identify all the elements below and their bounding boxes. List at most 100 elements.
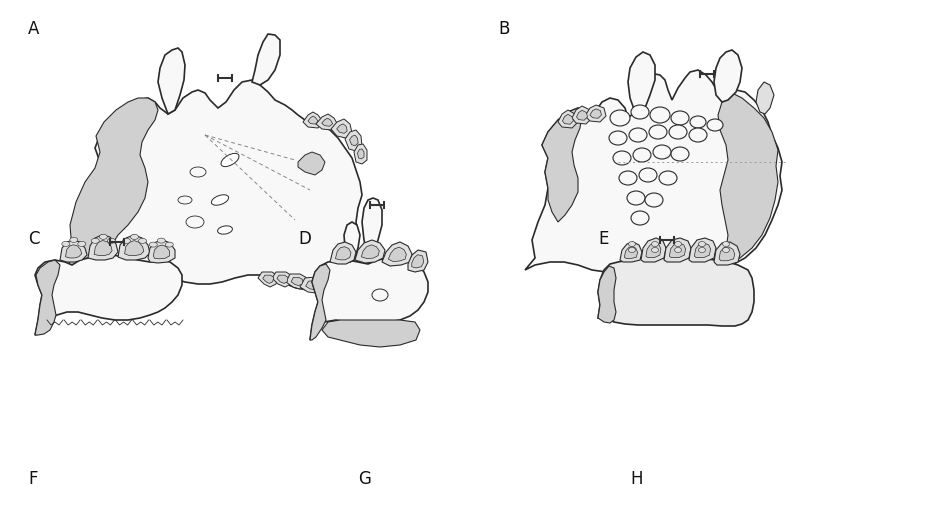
Polygon shape xyxy=(668,243,685,258)
Polygon shape xyxy=(713,50,742,102)
Polygon shape xyxy=(541,108,581,222)
Ellipse shape xyxy=(722,248,729,252)
Ellipse shape xyxy=(698,248,705,252)
Polygon shape xyxy=(153,245,170,259)
Polygon shape xyxy=(562,114,573,124)
Polygon shape xyxy=(158,48,184,114)
Polygon shape xyxy=(65,80,362,290)
Polygon shape xyxy=(576,110,587,120)
Text: F: F xyxy=(28,470,37,488)
Ellipse shape xyxy=(706,119,722,131)
Polygon shape xyxy=(310,264,330,340)
Polygon shape xyxy=(713,242,739,265)
Polygon shape xyxy=(355,240,385,263)
Ellipse shape xyxy=(674,248,680,252)
Ellipse shape xyxy=(651,242,658,246)
Ellipse shape xyxy=(632,148,651,162)
Ellipse shape xyxy=(178,196,192,204)
Polygon shape xyxy=(272,272,292,287)
Ellipse shape xyxy=(688,128,706,142)
Polygon shape xyxy=(645,243,660,258)
Ellipse shape xyxy=(211,195,228,205)
Ellipse shape xyxy=(651,248,658,252)
Polygon shape xyxy=(262,275,273,284)
Ellipse shape xyxy=(618,171,636,185)
Ellipse shape xyxy=(629,128,646,142)
Polygon shape xyxy=(597,266,616,323)
Polygon shape xyxy=(316,114,337,130)
Polygon shape xyxy=(345,130,362,151)
Ellipse shape xyxy=(722,242,729,246)
Polygon shape xyxy=(60,240,87,262)
Text: D: D xyxy=(298,230,311,248)
Ellipse shape xyxy=(644,193,662,207)
Ellipse shape xyxy=(190,167,206,177)
Polygon shape xyxy=(557,110,578,128)
Polygon shape xyxy=(335,280,346,289)
Polygon shape xyxy=(756,82,773,114)
Polygon shape xyxy=(276,275,287,284)
Polygon shape xyxy=(597,258,753,326)
Polygon shape xyxy=(94,241,112,255)
Polygon shape xyxy=(35,255,182,335)
Polygon shape xyxy=(303,112,323,128)
Polygon shape xyxy=(337,124,347,134)
Ellipse shape xyxy=(613,151,630,165)
Ellipse shape xyxy=(149,242,158,247)
Ellipse shape xyxy=(630,105,648,119)
Ellipse shape xyxy=(122,238,131,243)
Text: E: E xyxy=(597,230,608,248)
Ellipse shape xyxy=(78,241,85,246)
Polygon shape xyxy=(664,238,691,262)
Ellipse shape xyxy=(648,125,667,139)
Polygon shape xyxy=(718,247,734,261)
Ellipse shape xyxy=(158,238,165,243)
Polygon shape xyxy=(641,238,666,262)
Text: A: A xyxy=(28,20,39,38)
Polygon shape xyxy=(330,242,356,264)
Polygon shape xyxy=(693,243,710,258)
Polygon shape xyxy=(258,272,278,287)
Polygon shape xyxy=(584,105,605,122)
Ellipse shape xyxy=(639,168,656,182)
Polygon shape xyxy=(624,246,637,259)
Polygon shape xyxy=(308,116,318,124)
Ellipse shape xyxy=(658,171,677,185)
Ellipse shape xyxy=(91,238,99,243)
Polygon shape xyxy=(361,245,379,259)
Ellipse shape xyxy=(674,242,680,246)
Polygon shape xyxy=(408,250,427,272)
Ellipse shape xyxy=(627,191,644,205)
Polygon shape xyxy=(118,235,150,260)
Polygon shape xyxy=(344,222,360,262)
Ellipse shape xyxy=(70,237,78,242)
Polygon shape xyxy=(699,92,777,270)
Polygon shape xyxy=(362,198,382,258)
Ellipse shape xyxy=(165,242,173,247)
Ellipse shape xyxy=(138,238,146,243)
Ellipse shape xyxy=(608,131,627,145)
Polygon shape xyxy=(525,70,781,272)
Polygon shape xyxy=(357,149,363,159)
Polygon shape xyxy=(331,119,351,138)
Ellipse shape xyxy=(609,110,629,126)
Polygon shape xyxy=(335,246,350,260)
Polygon shape xyxy=(310,258,427,340)
Ellipse shape xyxy=(670,147,688,161)
Polygon shape xyxy=(35,260,60,335)
Polygon shape xyxy=(330,276,349,293)
Polygon shape xyxy=(353,144,366,164)
Ellipse shape xyxy=(221,153,239,166)
Polygon shape xyxy=(619,242,641,262)
Ellipse shape xyxy=(628,248,635,252)
Ellipse shape xyxy=(653,145,670,159)
Polygon shape xyxy=(124,241,144,255)
Polygon shape xyxy=(147,240,175,263)
Ellipse shape xyxy=(668,125,686,139)
Ellipse shape xyxy=(108,238,115,243)
Ellipse shape xyxy=(628,242,635,246)
Text: G: G xyxy=(358,470,371,488)
Polygon shape xyxy=(412,255,424,268)
Ellipse shape xyxy=(649,107,669,123)
Ellipse shape xyxy=(630,211,648,225)
